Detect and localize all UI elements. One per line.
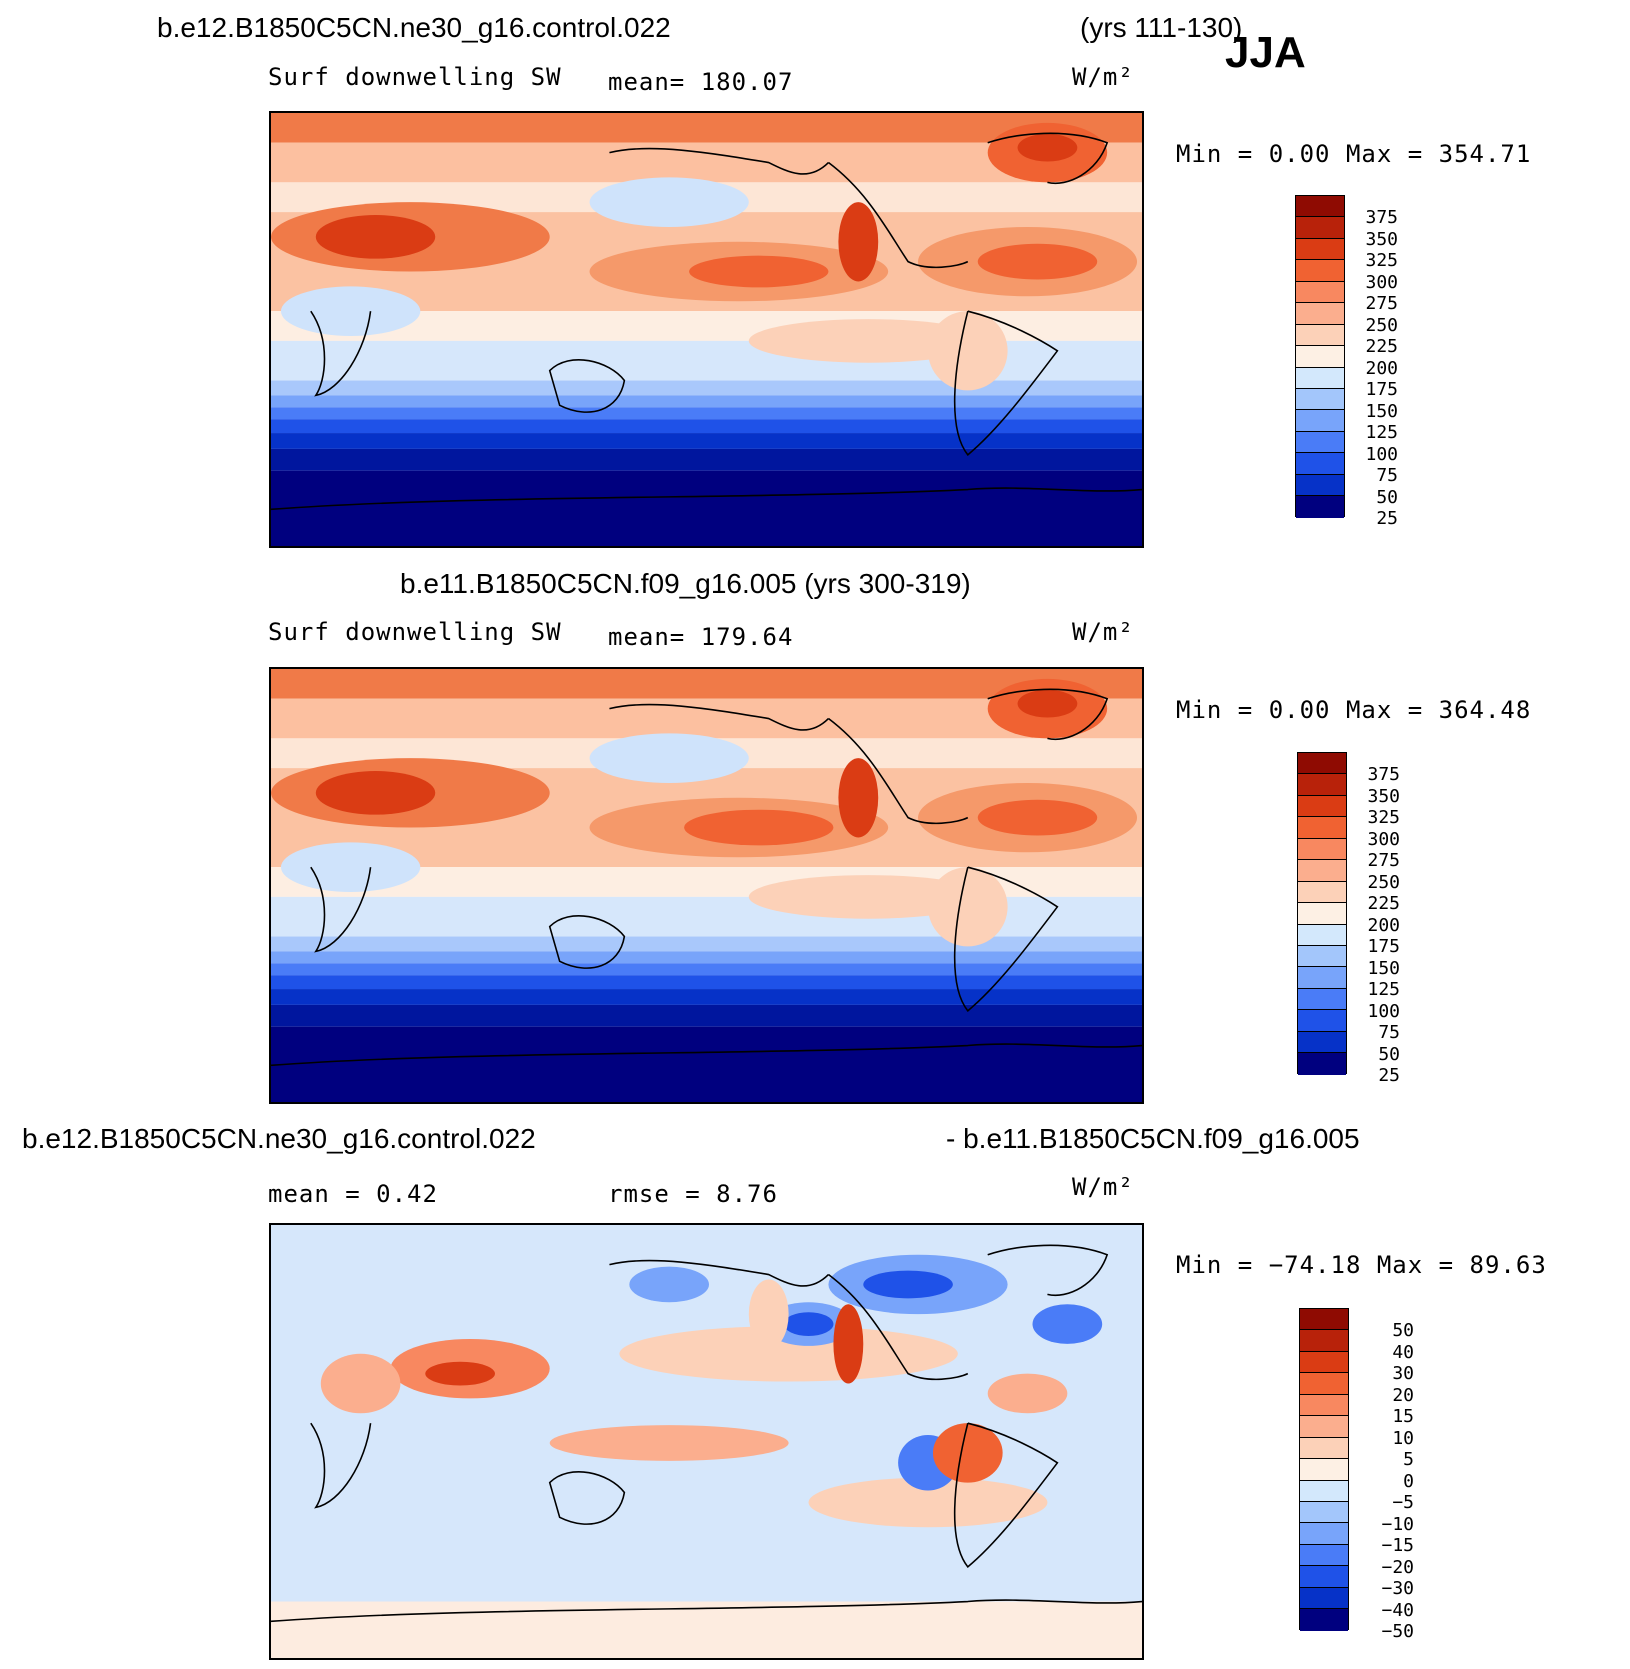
colorbar-tick-label: 75: [1378, 1022, 1400, 1043]
colorbar-tick-label: 275: [1367, 850, 1400, 871]
panel3-colorbar: [1299, 1308, 1349, 1631]
colorbar-tick-label: 50: [1378, 1043, 1400, 1065]
colorbar-tick-label: 125: [1365, 422, 1398, 443]
panel3-map: [269, 1223, 1144, 1660]
colorbar-tick-label: 175: [1365, 379, 1398, 400]
colorbar-tick-label: 150: [1367, 957, 1400, 979]
panel2-variable: Surf downwelling SW: [268, 618, 562, 646]
panel2-case-title: b.e11.B1850C5CN.f09_g16.005 (yrs 300-319…: [400, 568, 971, 599]
panel1-mean: mean= 180.07: [608, 68, 794, 96]
colorbar-tick-label: −50: [1381, 1621, 1414, 1642]
colorbar-tick-label: 15: [1392, 1406, 1414, 1427]
panel3-units: W/m²: [1072, 1173, 1134, 1201]
colorbar-tick-label: 5: [1403, 1449, 1414, 1470]
colorbar-tick-label: 50: [1376, 486, 1398, 508]
panel2-minmax: Min = 0.00 Max = 364.48: [1176, 696, 1532, 724]
colorbar-tick-label: −10: [1381, 1513, 1414, 1535]
panel3-mean: mean = 0.42: [268, 1180, 438, 1208]
colorbar-tick-label: 175: [1367, 936, 1400, 957]
season-label: JJA: [1225, 28, 1306, 77]
colorbar-tick-label: 325: [1367, 807, 1400, 828]
panel2-colorbar: [1297, 752, 1347, 1075]
colorbar-tick-label: 275: [1365, 293, 1398, 314]
colorbar-tick-label: 225: [1367, 893, 1400, 914]
difference-map: [271, 1225, 1142, 1658]
colorbar-tick-label: 375: [1367, 764, 1400, 785]
colorbar-tick-label: 25: [1378, 1065, 1400, 1086]
panel2-colorbar-labels: 375 350 325 300 275 250 225 200 175 150 …: [1352, 764, 1400, 1086]
colorbar-tick-label: 0: [1403, 1470, 1414, 1492]
colorbar-tick-label: −15: [1381, 1535, 1414, 1556]
panel2-units: W/m²: [1072, 618, 1134, 646]
panel1-years: (yrs 111-130): [1080, 12, 1243, 43]
colorbar-tick-label: 250: [1367, 871, 1400, 893]
panel1-minmax: Min = 0.00 Max = 354.71: [1176, 140, 1532, 168]
panel1-map: [269, 111, 1144, 548]
colorbar-tick-label: 350: [1367, 785, 1400, 807]
colorbar-tick-label: 30: [1392, 1363, 1414, 1384]
colorbar-tick-label: −40: [1381, 1599, 1414, 1621]
colorbar-tick-label: 300: [1365, 271, 1398, 293]
colorbar-tick-label: 225: [1365, 336, 1398, 357]
panel3-rmse: rmse = 8.76: [608, 1180, 778, 1208]
colorbar-tick-label: 100: [1367, 1000, 1400, 1022]
colorbar-tick-label: 100: [1365, 443, 1398, 465]
panel1-units: W/m²: [1072, 63, 1134, 91]
colorbar-tick-label: 200: [1367, 914, 1400, 936]
colorbar-tick-label: 125: [1367, 979, 1400, 1000]
panel2-map: [269, 667, 1144, 1104]
colorbar-tick-label: 75: [1376, 465, 1398, 486]
surface-downwelling-sw-map: [271, 113, 1142, 546]
colorbar-tick-label: 10: [1392, 1427, 1414, 1449]
colorbar-tick-label: 20: [1392, 1384, 1414, 1406]
colorbar-tick-label: 200: [1365, 357, 1398, 379]
colorbar-tick-label: 50: [1392, 1320, 1414, 1341]
colorbar-tick-label: 25: [1376, 508, 1398, 529]
colorbar-tick-label: 250: [1365, 314, 1398, 336]
panel3-minmax: Min = −74.18 Max = 89.63: [1176, 1251, 1547, 1279]
colorbar-tick-label: −20: [1381, 1556, 1414, 1578]
colorbar-tick-label: −30: [1381, 1578, 1414, 1599]
colorbar-tick-label: 150: [1365, 400, 1398, 422]
colorbar-tick-label: 300: [1367, 828, 1400, 850]
colorbar-tick-label: 40: [1392, 1341, 1414, 1363]
colorbar-tick-label: −5: [1392, 1492, 1414, 1513]
colorbar-tick-label: 325: [1365, 250, 1398, 271]
panel1-case-title: b.e12.B1850C5CN.ne30_g16.control.022: [157, 12, 671, 43]
panel1-colorbar-labels: 375 350 325 300 275 250 225 200 175 150 …: [1350, 207, 1398, 529]
panel1-colorbar: [1295, 195, 1345, 518]
panel2-mean: mean= 179.64: [608, 623, 794, 651]
panel1-variable: Surf downwelling SW: [268, 63, 562, 91]
panel3-case-b: - b.e11.B1850C5CN.f09_g16.005: [946, 1123, 1360, 1154]
panel3-case-a: b.e12.B1850C5CN.ne30_g16.control.022: [22, 1123, 536, 1154]
colorbar-tick-label: 350: [1365, 228, 1398, 250]
surface-downwelling-sw-map: [271, 669, 1142, 1102]
colorbar-tick-label: 375: [1365, 207, 1398, 228]
panel3-colorbar-labels: 50 40 30 20 15 10 5 0 −5 −10 −15 −20 −30…: [1354, 1320, 1414, 1642]
